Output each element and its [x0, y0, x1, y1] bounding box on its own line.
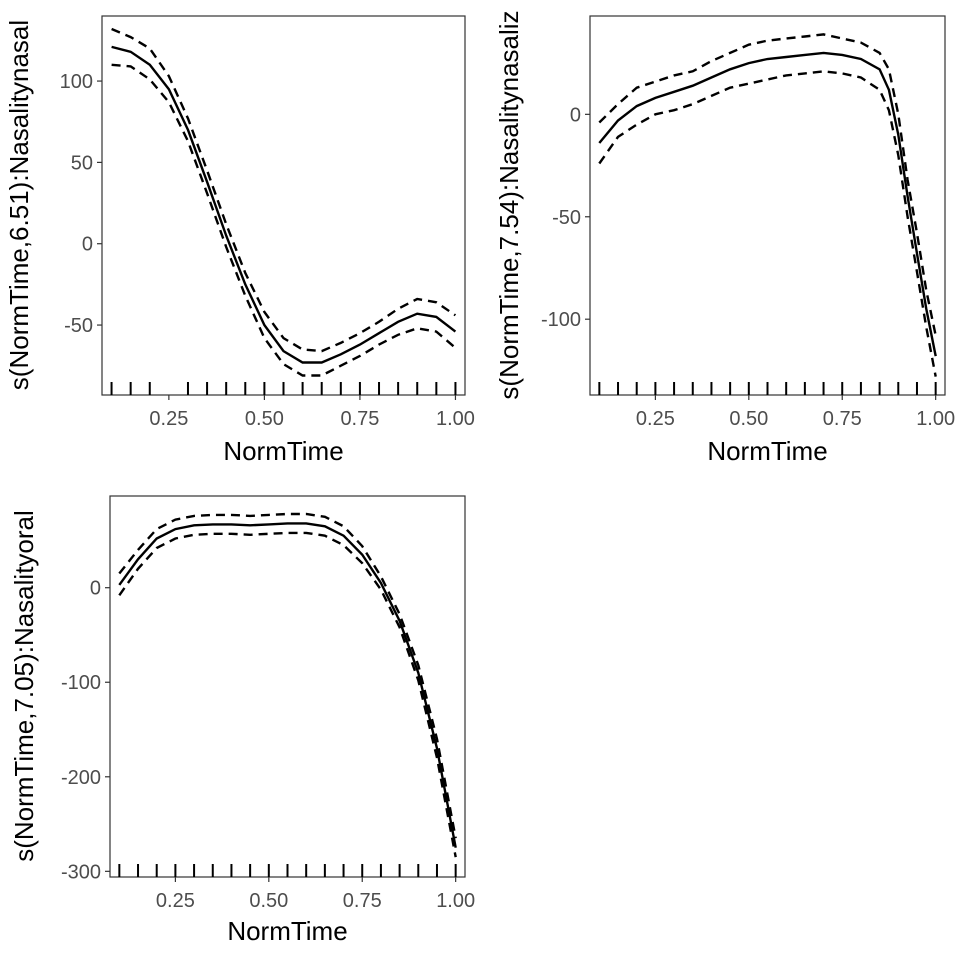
series-lower-line [598, 70, 937, 377]
y-tick-label: -50 [64, 315, 93, 337]
x-tick-label: 0.75 [340, 408, 379, 430]
x-axis-title: NormTime [227, 916, 347, 946]
x-tick-label: 0.75 [343, 890, 382, 912]
y-axis-title: s(NormTime,6.51):Nasalitynasal [4, 20, 34, 390]
series-upper-line [598, 33, 937, 336]
x-axis-title: NormTime [707, 436, 827, 466]
y-tick-label: 0 [82, 234, 93, 256]
x-tick-label: 0.25 [636, 408, 675, 430]
series-upper-line [111, 27, 457, 353]
y-tick-label: 0 [90, 578, 101, 600]
x-tick-label: 0.50 [249, 890, 288, 912]
y-tick-label: -200 [61, 767, 101, 789]
y-tick-label: -100 [61, 672, 101, 694]
x-tick-label: 1.00 [916, 408, 955, 430]
panel-oral: 0.25 0.50 0.75 1.00 0 -100 -200 -300 NormTime s(N… [9, 495, 475, 946]
x-tick-label: 0.50 [729, 408, 768, 430]
x-tick-label: 0.50 [245, 408, 284, 430]
x-tick-label: 0.25 [149, 408, 188, 430]
y-tick-label: 50 [71, 152, 93, 174]
y-tick-label: -300 [61, 861, 101, 883]
x-tick-label: 1.00 [436, 408, 475, 430]
x-tick-label: 0.75 [823, 408, 862, 430]
y-tick-label: 0 [570, 104, 581, 126]
series-lower-line [111, 63, 457, 377]
series-upper-line [118, 512, 457, 839]
panel-nasalized: 0.25 0.50 0.75 1.00 0 -50 -100 NormTime s(NormTi… [494, 10, 955, 466]
y-tick-label: 100 [60, 71, 93, 93]
series-fit-line [118, 522, 457, 848]
y-axis-title: s(NormTime,7.54):Nasalitynasaliz [494, 10, 524, 399]
x-tick-label: 0.25 [156, 890, 195, 912]
series-lower-line [118, 531, 457, 858]
series-fit-line [598, 51, 937, 357]
y-tick-label: -50 [552, 207, 581, 229]
series-fit-line [111, 45, 457, 364]
y-tick-label: -100 [541, 309, 581, 331]
y-axis-title: s(NormTime,7.05):Nasalityoral [9, 510, 39, 862]
panel-nasal: 0.25 0.50 0.75 1.00 100 50 0 -50 NormTime s(NormT… [4, 15, 475, 466]
x-tick-label: 1.00 [436, 890, 475, 912]
x-axis-title: NormTime [223, 436, 343, 466]
